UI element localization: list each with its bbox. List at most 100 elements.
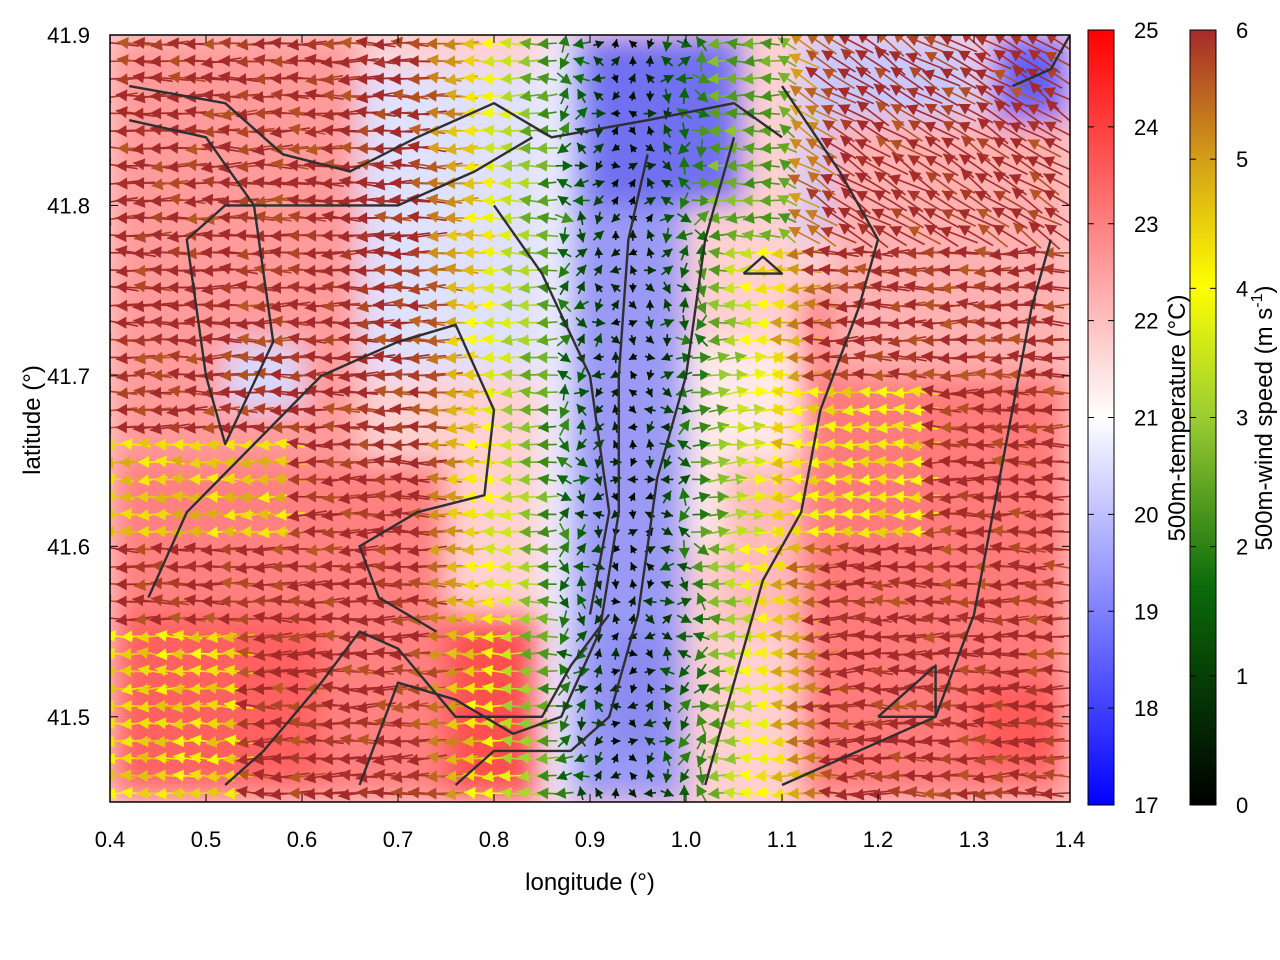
x-tick-label: 0.6 <box>287 827 318 852</box>
wind-arrow <box>110 617 139 622</box>
wind-arrow <box>723 525 749 538</box>
wind-arrow <box>425 596 463 609</box>
wind-arrow <box>576 576 587 592</box>
wind-arrow <box>972 683 1013 696</box>
wind-arrow <box>787 682 822 695</box>
wind-arrow <box>356 683 396 696</box>
wind-arrow <box>972 701 1013 714</box>
wind-arrow <box>887 664 927 677</box>
wind-arrow <box>939 421 978 434</box>
wind-arrow <box>869 544 911 557</box>
wind-arrow <box>613 439 621 450</box>
wind-arrow <box>1042 717 1070 730</box>
wind-arrow <box>818 735 859 749</box>
wind-arrow <box>373 489 412 502</box>
wind-arrow <box>594 735 604 747</box>
wind-arrow <box>955 700 996 713</box>
wind-arrow <box>836 629 876 642</box>
wind-arrow <box>559 627 570 645</box>
wind-arrow <box>678 525 691 538</box>
wind-arrow <box>537 595 558 608</box>
wind-arrow <box>270 631 310 644</box>
wind-arrow <box>537 682 557 695</box>
wind-arrow <box>425 666 464 679</box>
wind-arrow <box>555 787 574 799</box>
wind-arrow <box>696 784 708 802</box>
wind-arrow <box>270 716 310 729</box>
wind-arrow <box>426 629 463 643</box>
wind-arrow <box>955 753 996 766</box>
wind-arrow <box>558 437 570 453</box>
wind-arrow <box>1007 736 1047 749</box>
wind-arrow <box>676 404 693 415</box>
wind-arrow <box>939 438 978 451</box>
wind-arrow <box>577 786 587 801</box>
wind-arrow <box>660 474 674 485</box>
wind-arrow <box>536 612 559 625</box>
wind-arrow <box>499 648 526 661</box>
wind-arrow <box>991 614 1029 627</box>
wind-arrow <box>1007 421 1047 434</box>
wind-arrow <box>426 612 462 625</box>
wind-arrow <box>628 509 637 519</box>
wind-arrow <box>692 491 711 503</box>
wind-arrow <box>678 576 689 592</box>
wind-arrow <box>835 788 877 801</box>
wind-arrow <box>938 474 979 487</box>
wind-arrow <box>644 788 656 798</box>
wind-arrow <box>222 752 255 765</box>
wind-arrow <box>646 769 656 782</box>
wind-arrow <box>938 507 979 520</box>
wind-arrow <box>629 579 638 589</box>
wind-arrow <box>921 595 962 608</box>
wind-arrow <box>1025 579 1064 592</box>
temperature-colorbar-tick-label: 21 <box>1134 406 1158 431</box>
wind-arrow <box>519 525 541 538</box>
wind-arrow <box>339 733 378 746</box>
wind-arrow <box>373 422 413 435</box>
wind-arrow <box>628 719 637 728</box>
wind-arrow <box>723 455 749 468</box>
wind-arrow <box>500 787 526 800</box>
wind-arrow <box>627 528 638 537</box>
wind-arrow <box>888 785 927 798</box>
wind-arrow <box>679 768 690 783</box>
wind-arrow <box>707 543 730 556</box>
wind-arrow <box>132 594 174 607</box>
wind-arrow <box>646 752 656 765</box>
wind-arrow <box>692 613 710 625</box>
x-tick-label: 0.5 <box>191 827 222 852</box>
wind-arrow <box>235 561 277 574</box>
wind-arrow <box>871 579 909 592</box>
wind-arrow <box>696 592 708 611</box>
wind-arrow <box>559 507 570 522</box>
wind-arrow <box>819 768 858 781</box>
wind-arrow <box>355 576 396 589</box>
wind-arrow <box>957 734 995 747</box>
wind-arrow <box>576 419 587 435</box>
wind-arrow <box>628 788 637 798</box>
wind-arrow <box>628 649 638 657</box>
temperature-colorbar-tick-label: 19 <box>1134 599 1158 624</box>
wind-arrow <box>237 404 275 417</box>
wind-arrow <box>134 579 172 592</box>
wind-arrow <box>356 614 396 627</box>
wind-arrow <box>989 541 1031 554</box>
wind-arrow <box>708 717 729 730</box>
wind-arrow <box>237 665 275 679</box>
wind-arrow <box>1042 596 1070 609</box>
wind-speed-colorbar-tick-label: 2 <box>1236 535 1248 560</box>
wind-arrow <box>537 403 557 416</box>
wind-arrow <box>676 631 693 642</box>
wind-arrow <box>322 664 361 677</box>
wind-arrow <box>288 770 326 783</box>
wind-arrow <box>818 631 859 644</box>
wind-arrow <box>691 456 712 469</box>
wind-arrow <box>802 631 841 644</box>
wind-arrow <box>1042 559 1070 572</box>
wind-arrow <box>644 475 656 484</box>
wind-arrow <box>646 683 655 694</box>
wind-arrow <box>645 613 655 625</box>
wind-arrow <box>972 771 1013 784</box>
